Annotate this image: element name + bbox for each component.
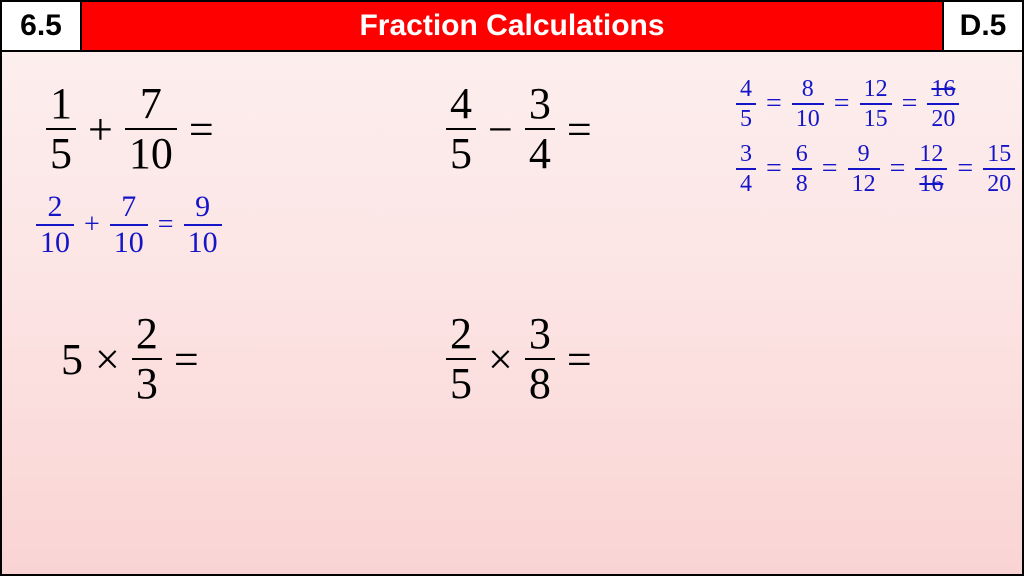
problem-4: 25 × 38 = xyxy=(442,312,600,406)
difficulty-code: D.5 xyxy=(942,2,1022,50)
problem-1: 15 + 710 = xyxy=(42,82,222,176)
content-area: 15 + 710 = 45 − 34 = 5 × 23 = 25 × 38 = xyxy=(2,52,1022,574)
handwriting-equiv-a: 45 = 810 = 1215 = 1620 xyxy=(732,77,963,131)
handwriting-equiv-b: 34 = 68 = 912 = 1216 = 1520 xyxy=(732,142,1019,196)
lesson-number: 6.5 xyxy=(2,2,82,50)
problem-3: 5 × 23 = xyxy=(57,312,207,406)
problem-2: 45 − 34 = xyxy=(442,82,600,176)
slide: 6.5 Fraction Calculations D.5 15 + 710 =… xyxy=(0,0,1024,576)
header: 6.5 Fraction Calculations D.5 xyxy=(2,2,1022,52)
page-title: Fraction Calculations xyxy=(82,2,942,50)
handwriting-work-1: 210 + 710 = 910 xyxy=(32,192,226,258)
